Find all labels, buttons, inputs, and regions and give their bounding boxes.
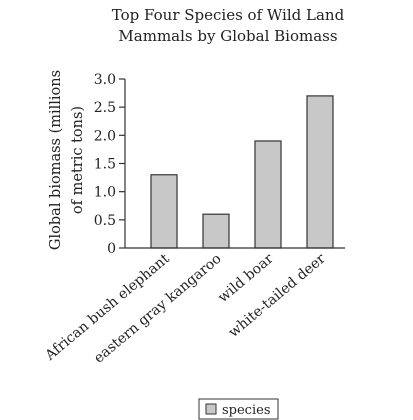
y-tick-label: 0 — [107, 241, 116, 257]
y-axis-label-line-1: Global biomass (millions — [48, 70, 64, 250]
y-tick-label: 2.0 — [94, 128, 116, 144]
bar-white-tailed-deer — [306, 95, 334, 249]
y-tick-label: 1.5 — [94, 157, 116, 173]
x-tick-label: white-tailed deer — [226, 251, 329, 341]
legend-label-species: species — [222, 403, 271, 418]
y-tick-label: 0.5 — [94, 213, 116, 229]
chart-title-line-2: Mammals by Global Biomass — [118, 27, 337, 45]
chart-title-line-1: Top Four Species of Wild Land — [112, 6, 345, 24]
legend-box — [198, 398, 279, 420]
y-tick-label: 1.0 — [94, 185, 116, 201]
bars — [150, 95, 334, 249]
chart-title: Top Four Species of Wild Land Mammals by… — [112, 6, 345, 45]
y-tick-label: 2.5 — [94, 100, 116, 116]
y-axis: 0 0.5 1.0 1.5 2.0 2.5 3.0 — [94, 72, 126, 257]
y-tick-label: 3.0 — [94, 72, 116, 88]
bar-wild-boar — [254, 140, 282, 249]
legend: species — [198, 398, 279, 420]
bar-african-bush-elephant — [150, 174, 178, 249]
y-axis-label-line-2: of metric tons) — [70, 106, 86, 214]
legend-swatch — [205, 403, 217, 415]
y-axis-label: Global biomass (millions of metric tons) — [48, 70, 86, 250]
bar-eastern-gray-kangaroo — [202, 213, 230, 249]
